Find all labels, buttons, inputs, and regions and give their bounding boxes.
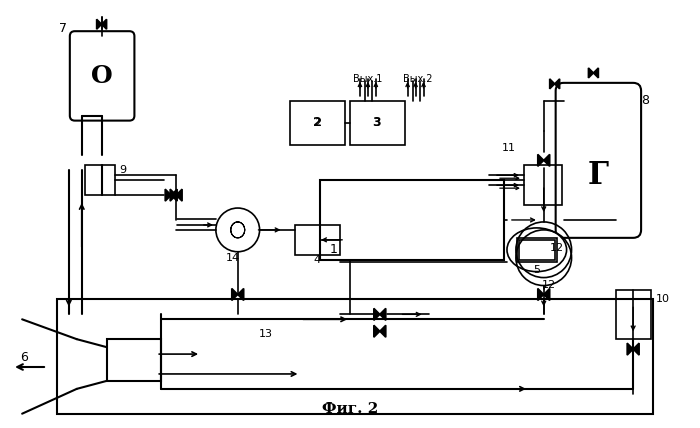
Text: 12: 12 <box>542 279 556 289</box>
Text: 14: 14 <box>225 253 240 263</box>
Polygon shape <box>550 79 554 89</box>
Bar <box>519 240 554 260</box>
Bar <box>320 180 504 260</box>
Text: 2: 2 <box>313 116 321 129</box>
Text: 3: 3 <box>372 116 381 129</box>
Bar <box>85 165 115 195</box>
Text: 2: 2 <box>314 118 321 128</box>
Polygon shape <box>374 309 380 320</box>
Text: 13: 13 <box>258 329 272 339</box>
Text: Вых.2: Вых.2 <box>402 74 433 84</box>
Polygon shape <box>594 68 598 78</box>
Text: 1: 1 <box>330 243 338 256</box>
Text: 8: 8 <box>641 94 649 107</box>
Polygon shape <box>374 325 380 337</box>
Bar <box>616 289 651 339</box>
Ellipse shape <box>507 228 566 272</box>
Text: 9: 9 <box>120 165 127 175</box>
Text: 11: 11 <box>502 143 516 153</box>
FancyBboxPatch shape <box>70 31 134 121</box>
Polygon shape <box>538 288 544 300</box>
Text: 7: 7 <box>59 22 67 35</box>
Polygon shape <box>232 288 238 300</box>
Polygon shape <box>102 19 106 29</box>
Text: 4: 4 <box>314 255 321 265</box>
Polygon shape <box>538 155 544 166</box>
FancyBboxPatch shape <box>556 83 641 238</box>
Bar <box>290 101 345 146</box>
Polygon shape <box>172 189 177 201</box>
Text: Вых.1: Вых.1 <box>354 74 383 84</box>
Polygon shape <box>589 68 594 78</box>
Polygon shape <box>97 19 102 29</box>
Text: О: О <box>91 64 113 88</box>
Text: 12: 12 <box>550 243 564 253</box>
Bar <box>57 300 653 414</box>
Bar <box>517 238 556 262</box>
Text: Фиг. 2: Фиг. 2 <box>322 402 378 416</box>
Polygon shape <box>544 155 550 166</box>
Text: 6: 6 <box>20 351 28 363</box>
Bar <box>106 339 161 381</box>
Polygon shape <box>238 288 244 300</box>
Polygon shape <box>170 189 176 201</box>
Text: 10: 10 <box>656 294 670 304</box>
Polygon shape <box>627 343 634 355</box>
Bar <box>295 225 340 255</box>
Text: 3: 3 <box>373 118 380 128</box>
Polygon shape <box>380 325 386 337</box>
Bar <box>350 101 405 146</box>
Text: 5: 5 <box>533 265 540 275</box>
Polygon shape <box>634 343 639 355</box>
Polygon shape <box>176 189 182 201</box>
Polygon shape <box>165 189 172 201</box>
Polygon shape <box>554 79 559 89</box>
Bar <box>524 165 561 205</box>
Polygon shape <box>380 309 386 320</box>
Polygon shape <box>544 288 550 300</box>
Text: Г: Г <box>588 160 609 191</box>
